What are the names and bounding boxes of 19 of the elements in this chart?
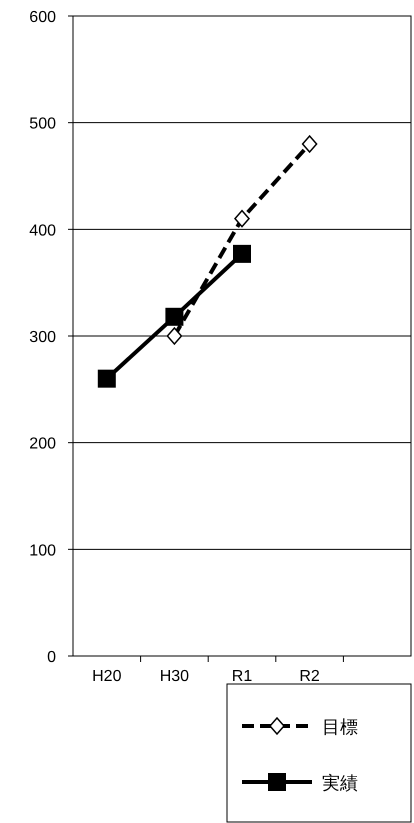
point [302, 135, 318, 153]
point [98, 370, 116, 388]
y-tick-label: 600 [29, 9, 56, 26]
y-tick-label: 400 [29, 222, 56, 240]
x-tick-label: R1 [232, 668, 252, 685]
y-tick-label: 500 [29, 116, 56, 133]
x-tick-label: R2 [299, 668, 320, 685]
y-tick-label: 0 [47, 649, 56, 666]
point [233, 244, 251, 263]
legend-label: 目標 [322, 717, 358, 737]
point [166, 327, 182, 345]
x-tick-label: H30 [160, 668, 190, 685]
x-tick-label: H20 [92, 668, 122, 685]
y-tick-label: 300 [29, 329, 56, 346]
legend-label: 実績 [322, 773, 358, 793]
y-tick-label: 100 [29, 542, 56, 560]
y-tick-label: 200 [29, 436, 56, 453]
point [165, 308, 184, 326]
point [234, 210, 250, 228]
